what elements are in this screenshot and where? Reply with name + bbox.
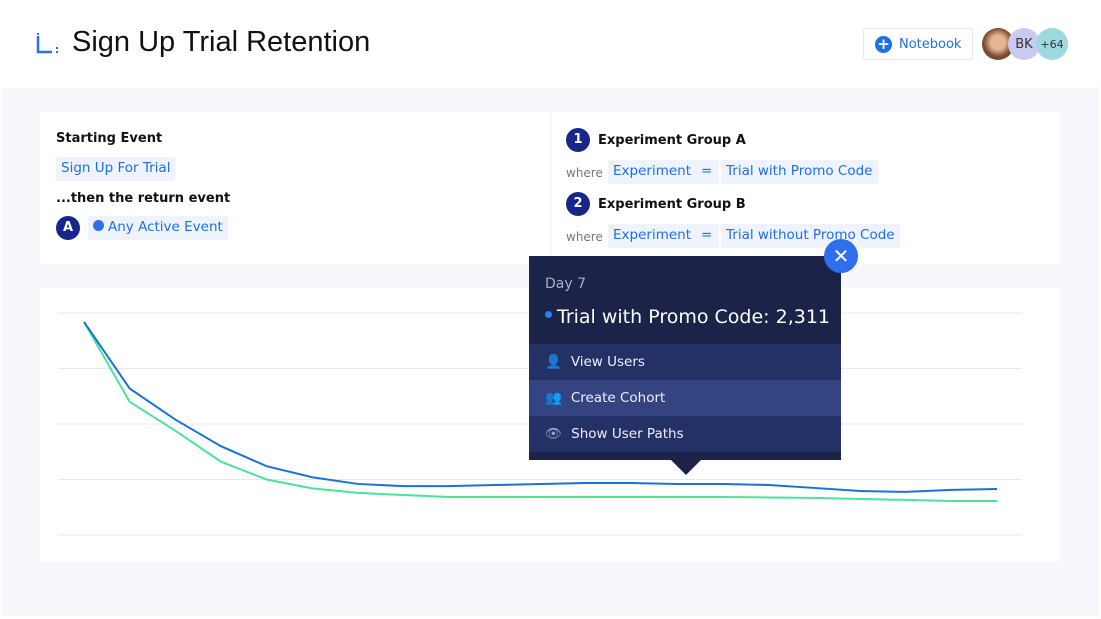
property-chip[interactable]: Experiment [608, 160, 697, 184]
page-title: Sign Up Trial Retention [72, 26, 371, 58]
series-line[interactable] [83, 321, 997, 503]
group-name[interactable]: Experiment Group A [598, 133, 746, 148]
menu-label: Show User Paths [571, 426, 684, 442]
show-user-paths-item[interactable]: 👁 Show User Paths [529, 416, 841, 452]
groups-card: 1 Experiment Group A where Experiment = … [552, 112, 1060, 264]
view-users-item[interactable]: 👤 View Users [529, 344, 841, 380]
header: Sign Up Trial Retention + Notebook BK +64 [0, 0, 1101, 88]
return-event-label: ...then the return event [56, 191, 231, 206]
event-icon [93, 220, 104, 231]
return-event-chip[interactable]: Any Active Event [88, 216, 228, 240]
event-card: Starting Event Sign Up For Trial ...then… [40, 112, 550, 264]
avatar-more[interactable]: +64 [1036, 28, 1068, 60]
series-dot [545, 311, 552, 318]
users-icon: 👥 [545, 390, 562, 406]
retention-chart-icon [36, 33, 58, 54]
notebook-button[interactable]: + Notebook [863, 28, 973, 60]
plus-icon: + [875, 35, 892, 53]
group-number: 2 [566, 192, 590, 216]
menu-label: View Users [570, 354, 645, 370]
main: Starting Event Sign Up For Trial ...then… [2, 88, 1099, 616]
group-name[interactable]: Experiment Group B [598, 197, 746, 212]
create-cohort-item[interactable]: 👥 Create Cohort [529, 380, 841, 416]
menu-label: Create Cohort [570, 390, 666, 406]
where-label: where [566, 166, 603, 180]
tooltip-series-text: Trial with Promo Code: 2,311 [557, 306, 831, 328]
starting-event-label: Starting Event [56, 131, 163, 146]
tooltip-arrow [671, 460, 701, 475]
notebook-label: Notebook [899, 36, 962, 52]
value-chip[interactable]: Trial without Promo Code [721, 224, 900, 248]
user-icon: 👤 [545, 354, 562, 370]
property-chip[interactable]: Experiment [608, 224, 697, 248]
eye-icon: 👁 [545, 426, 563, 442]
value-chip[interactable]: Trial with Promo Code [721, 160, 878, 184]
tooltip-value: Trial with Promo Code: 2,311 [545, 306, 830, 328]
return-event-text: Any Active Event [108, 219, 223, 235]
return-badge: A [56, 216, 80, 240]
operator-chip[interactable]: = [694, 224, 720, 248]
close-tooltip-button[interactable]: ✕ [824, 239, 858, 273]
where-label: where [566, 230, 603, 244]
tooltip: Day 7 Trial with Promo Code: 2,311 👤 View… [529, 256, 841, 460]
tooltip-day: Day 7 [545, 276, 587, 292]
starting-event-chip[interactable]: Sign Up For Trial [56, 157, 176, 181]
group-number: 1 [566, 128, 590, 152]
series-line[interactable] [83, 321, 998, 493]
operator-chip[interactable]: = [694, 160, 720, 184]
avatar-bk[interactable]: BK [1008, 28, 1040, 60]
